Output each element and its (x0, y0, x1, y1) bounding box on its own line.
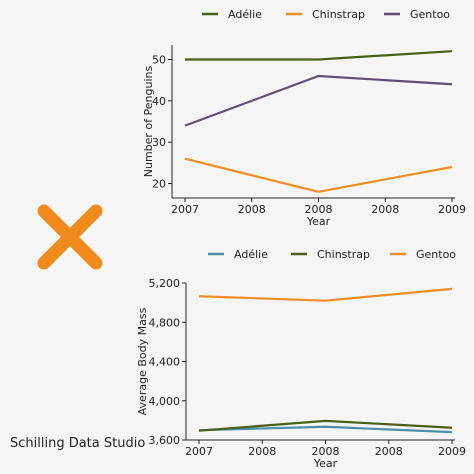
y-axis-label: Average Body Mass (136, 307, 149, 415)
y-tick-label: 4,800 (149, 316, 181, 329)
series-line-adlie (198, 425, 453, 434)
legend-label: Adélie (228, 8, 262, 21)
series-line-adlie (185, 50, 453, 61)
x-tick-label: 2008 (238, 203, 266, 216)
y-axis-label: Number of Penguins (142, 65, 155, 177)
x-tick-label: 2008 (371, 203, 399, 216)
x-tick-label: 2008 (305, 203, 333, 216)
y-tick-label: 4,000 (149, 395, 181, 408)
x-tick-label: 2008 (248, 445, 276, 458)
legend-label: Chinstrap (312, 8, 365, 21)
x-tick-label: 2008 (312, 445, 340, 458)
series-line-gentoo (198, 287, 453, 302)
legend-label: Gentoo (416, 248, 456, 261)
y-tick-label: 40 (152, 95, 166, 108)
legend-label: Chinstrap (317, 248, 370, 261)
y-tick-label: 30 (152, 136, 166, 149)
brand-label: Schilling Data Studio (10, 436, 146, 451)
y-tick-label: 20 (152, 178, 166, 191)
legend-label: Adélie (234, 248, 268, 261)
series-line-chinstrap (184, 157, 453, 193)
y-tick-label: 50 (152, 53, 166, 66)
x-tick-label: 2009 (438, 445, 466, 458)
x-tick-label: 2009 (438, 203, 466, 216)
series-line-chinstrap (198, 419, 453, 432)
y-tick-label: 3,600 (149, 434, 181, 447)
x-tick-label: 2007 (171, 203, 199, 216)
x-tick-label: 2007 (185, 445, 213, 458)
legend-label: Gentoo (410, 8, 450, 21)
y-tick-label: 5,200 (149, 277, 181, 290)
x-tick-label: 2008 (375, 445, 403, 458)
series-line-gentoo (184, 74, 453, 127)
x-axis-label: Year (306, 215, 331, 228)
y-tick-label: 4,400 (149, 356, 181, 369)
x-axis-label: Year (313, 457, 338, 470)
